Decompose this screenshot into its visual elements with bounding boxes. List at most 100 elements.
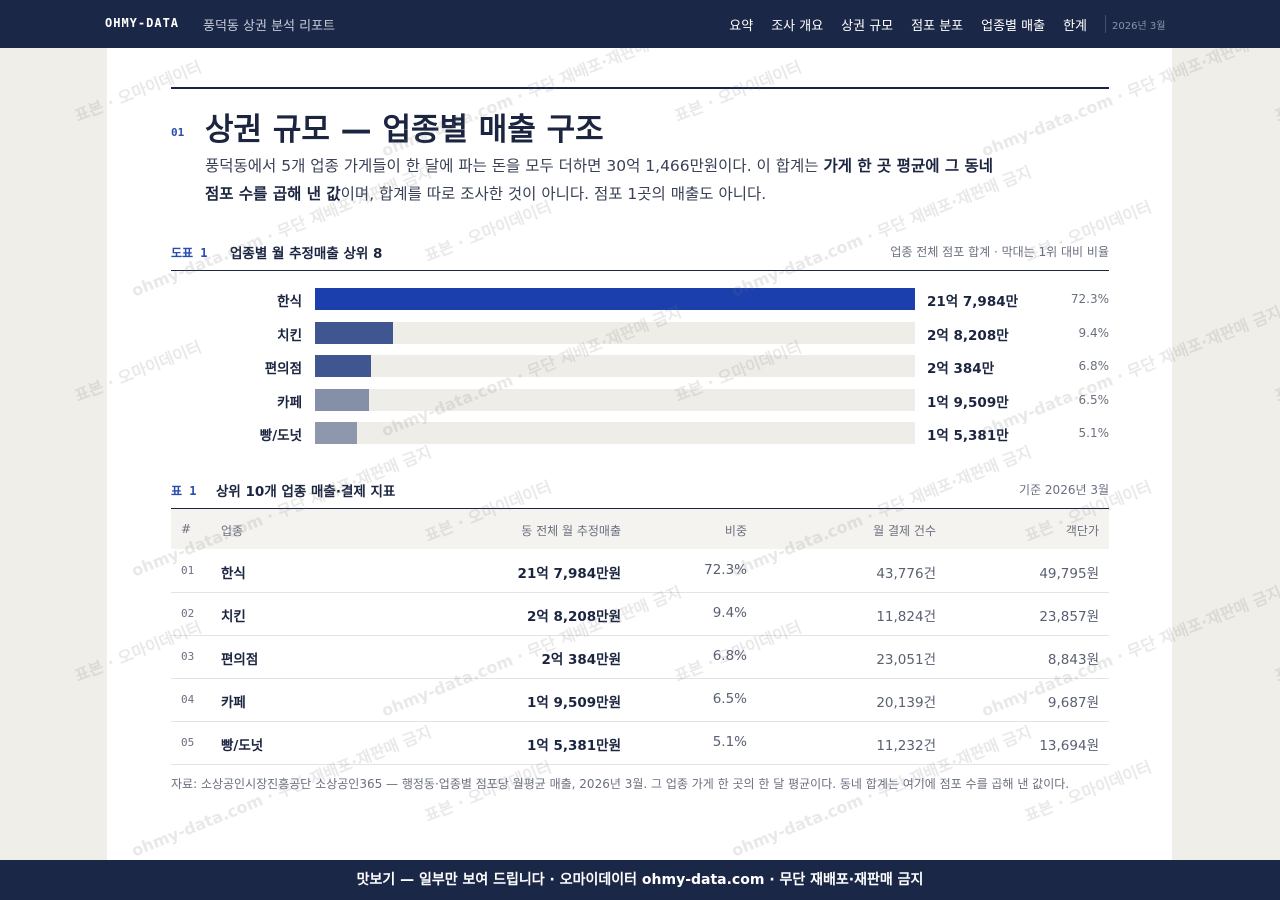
table-cell: 03 — [181, 650, 195, 663]
table-cell: 49,795원 — [1039, 566, 1099, 582]
bar-label: 한식 — [277, 294, 302, 310]
report-date: 2026년 3월 — [1112, 21, 1166, 32]
table-label: 표 1 — [171, 484, 197, 498]
top-rule — [171, 87, 1109, 89]
table-cell: 2억 384만원 — [541, 652, 621, 668]
intro-text: 풍덕동에서 5개 업종 가게들이 한 달에 파는 돈을 모두 더하면 30억 1… — [205, 157, 824, 175]
table-cell: 빵/도넛 — [221, 738, 264, 754]
table-cell: 치킨 — [221, 609, 246, 625]
bar-track — [315, 321, 915, 344]
nav-link[interactable]: 상권 규모 — [841, 19, 894, 34]
intro-text: 이며, 합계를 따로 조사한 것이 아니다. 점포 1곳의 매출도 아니다. — [340, 185, 767, 203]
figure-rule — [171, 270, 1109, 271]
table-cell: 1억 5,381만원 — [526, 738, 621, 754]
table-title: 상위 10개 업종 매출·결제 지표 — [216, 484, 396, 500]
figure-label: 도표 1 — [171, 246, 208, 260]
section-title: 상권 규모 — 업종별 매출 구조 — [205, 112, 604, 148]
bar — [315, 388, 369, 411]
bar-share: 72.3% — [1070, 292, 1109, 306]
bar — [315, 321, 393, 344]
bar-share: 5.1% — [1078, 426, 1110, 440]
table-header-cell: 업종 — [221, 524, 244, 538]
nav-link[interactable]: 업종별 매출 — [981, 19, 1046, 34]
nav-menu: 요약 조사 개요 상권 규모 점포 분포 업종별 매출 한계 — [729, 15, 1087, 34]
table-cell: 20,139건 — [876, 695, 936, 711]
row-rule — [171, 764, 1109, 765]
table-cell: 13,694원 — [1039, 738, 1099, 754]
bar-label: 카페 — [277, 394, 302, 411]
divider — [1105, 15, 1106, 33]
watermark-text: 표본 · 오마이데이터 — [1271, 617, 1280, 686]
table-header-cell: 월 결제 건수 — [873, 524, 936, 538]
intro-emphasis: 가게 한 곳 평균에 그 동네 점포 수를 곱해 낸 값 — [205, 157, 994, 203]
table-cell: 11,824건 — [876, 609, 936, 625]
watermark-text: 표본 · 오마이데이터 — [1271, 57, 1280, 126]
table-cell: 02 — [181, 607, 195, 620]
table-cell: 2억 8,208만원 — [526, 609, 621, 625]
table-cell: 편의점 — [221, 652, 259, 668]
bar-value-label: 2억 384만 — [927, 361, 995, 377]
table-cell: 11,232건 — [876, 738, 936, 754]
intro-paragraph: 풍덕동에서 5개 업종 가게들이 한 달에 파는 돈을 모두 더하면 30억 1… — [205, 152, 1005, 208]
bar-share: 9.4% — [1078, 325, 1110, 340]
table-cell: 6.8% — [712, 648, 747, 664]
table-cell: 카페 — [221, 695, 246, 711]
report-subtitle: 풍덕동 상권 분석 리포트 — [203, 19, 335, 34]
bar-share: 6.8% — [1078, 359, 1110, 373]
nav-link[interactable]: 한계 — [1063, 19, 1087, 34]
table-cell: 1억 9,509만원 — [526, 695, 621, 711]
table-header-cell: 비중 — [724, 524, 747, 538]
bar-value-label: 2억 8,208만 — [927, 327, 1009, 344]
table-top-rule — [171, 508, 1109, 509]
table-cell: 23,051건 — [876, 652, 936, 668]
figure-note: 업종 전체 점포 합계 · 막대는 1위 대비 비율 — [890, 245, 1109, 259]
brand: OHMY-DATA — [105, 16, 180, 30]
table-cell: 한식 — [221, 566, 246, 582]
row-rule — [171, 721, 1109, 722]
table-header-bg — [171, 509, 1109, 549]
bar-value-label: 1억 9,509만 — [927, 394, 1009, 411]
bar-value-label: 21억 7,984만 — [927, 294, 1019, 310]
table-cell: 05 — [181, 736, 195, 749]
row-rule — [171, 635, 1109, 636]
table-cell: 04 — [181, 693, 195, 706]
table-cell: 9.4% — [712, 605, 747, 621]
table-cell: 8,843원 — [1047, 652, 1099, 668]
table-cell: 43,776건 — [876, 566, 936, 582]
nav-link[interactable]: 조사 개요 — [771, 19, 824, 34]
table-header-cell: 객단가 — [1065, 524, 1099, 538]
bar — [315, 355, 372, 377]
table-header-cell: 동 전체 월 추정매출 — [521, 524, 621, 538]
table-cell: 9,687원 — [1047, 695, 1099, 711]
nav-link[interactable]: 요약 — [729, 19, 754, 34]
footer-banner: 맛보기 — 일부만 보여 드립니다 · 오마이데이터 ohmy-data.com… — [0, 860, 1280, 900]
table-note: 기준 2026년 3월 — [1019, 483, 1109, 497]
table-cell: 5.1% — [712, 734, 747, 750]
source-note: 자료: 소상공인시장진흥공단 소상공인365 — 행정동·업종별 점포당 월평균… — [171, 777, 1070, 791]
table-cell: 6.5% — [712, 691, 747, 707]
bar — [315, 288, 915, 310]
section-number: 01 — [171, 126, 185, 139]
row-rule — [171, 678, 1109, 679]
bar-track — [315, 422, 915, 444]
bar-label: 빵/도넛 — [259, 428, 302, 444]
table-cell: 21억 7,984만원 — [517, 566, 621, 582]
row-rule — [171, 592, 1109, 593]
bar — [315, 422, 358, 444]
table-cell: 01 — [181, 564, 195, 577]
figure-title: 업종별 월 추정매출 상위 8 — [230, 246, 383, 262]
watermark-text: 표본 · 오마이데이터 — [1271, 337, 1280, 406]
bar-label: 편의점 — [264, 361, 302, 377]
table-cell: 23,857원 — [1039, 609, 1099, 625]
bar-label: 치킨 — [277, 327, 302, 344]
table-cell: 72.3% — [704, 562, 747, 578]
nav-link[interactable]: 점포 분포 — [911, 19, 964, 34]
bar-share: 6.5% — [1078, 392, 1110, 407]
bar-track — [315, 355, 915, 377]
table-header-cell: # — [181, 522, 192, 536]
bar-value-label: 1억 5,381만 — [927, 428, 1009, 444]
top-nav: OHMY-DATA 풍덕동 상권 분석 리포트 요약 조사 개요 상권 규모 점포 분포 업… — [0, 0, 1280, 48]
